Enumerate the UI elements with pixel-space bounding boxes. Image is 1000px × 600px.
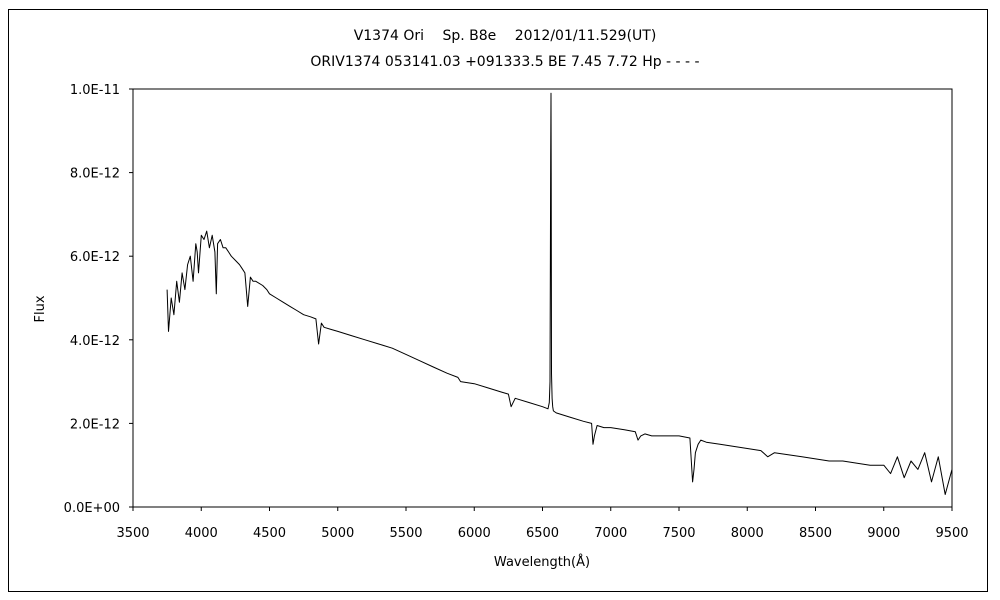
y-tick-label: 8.0E-12 (70, 167, 120, 182)
x-tick-label: 3500 (116, 526, 149, 541)
series-layer (166, 92, 953, 495)
chart-title: V1374 Ori Sp. B8e 2012/01/11.529(UT) (354, 28, 657, 44)
chart-subtitle: ORIV1374 053141.03 +091333.5 BE 7.45 7.7… (310, 54, 699, 70)
x-tick-label: 7500 (662, 526, 695, 541)
x-tick-label: 5500 (389, 526, 422, 541)
y-axis-ticks: 0.0E+00 2.0E-12 4.0E-12 6.0E-12 8.0E-12 1.0E-… (64, 83, 133, 516)
spectrum-line (166, 92, 953, 495)
y-tick-label: 1.0E-11 (70, 83, 120, 98)
y-tick-label: 6.0E-12 (70, 250, 120, 265)
x-tick-label: 9000 (867, 526, 900, 541)
y-axis-label: Flux (33, 295, 48, 322)
x-tick-label: 8500 (799, 526, 832, 541)
y-tick-label: 2.0E-12 (70, 417, 120, 432)
x-tick-label: 8000 (731, 526, 764, 541)
x-tick-label: 7000 (594, 526, 627, 541)
y-tick-label: 4.0E-12 (70, 334, 120, 349)
x-tick-label: 4000 (185, 526, 218, 541)
x-tick-label: 5000 (321, 526, 354, 541)
x-axis-ticks: 3500 4000 4500 5000 5500 6000 6500 7000 7500 8000… (116, 507, 969, 541)
x-tick-label: 9500 (935, 526, 968, 541)
x-tick-label: 4500 (253, 526, 286, 541)
x-tick-label: 6500 (526, 526, 559, 541)
x-tick-label: 6000 (458, 526, 491, 541)
x-axis-label: Wavelength(Å) (494, 554, 590, 570)
plot-area (132, 88, 953, 508)
y-tick-label: 0.0E+00 (64, 501, 120, 516)
